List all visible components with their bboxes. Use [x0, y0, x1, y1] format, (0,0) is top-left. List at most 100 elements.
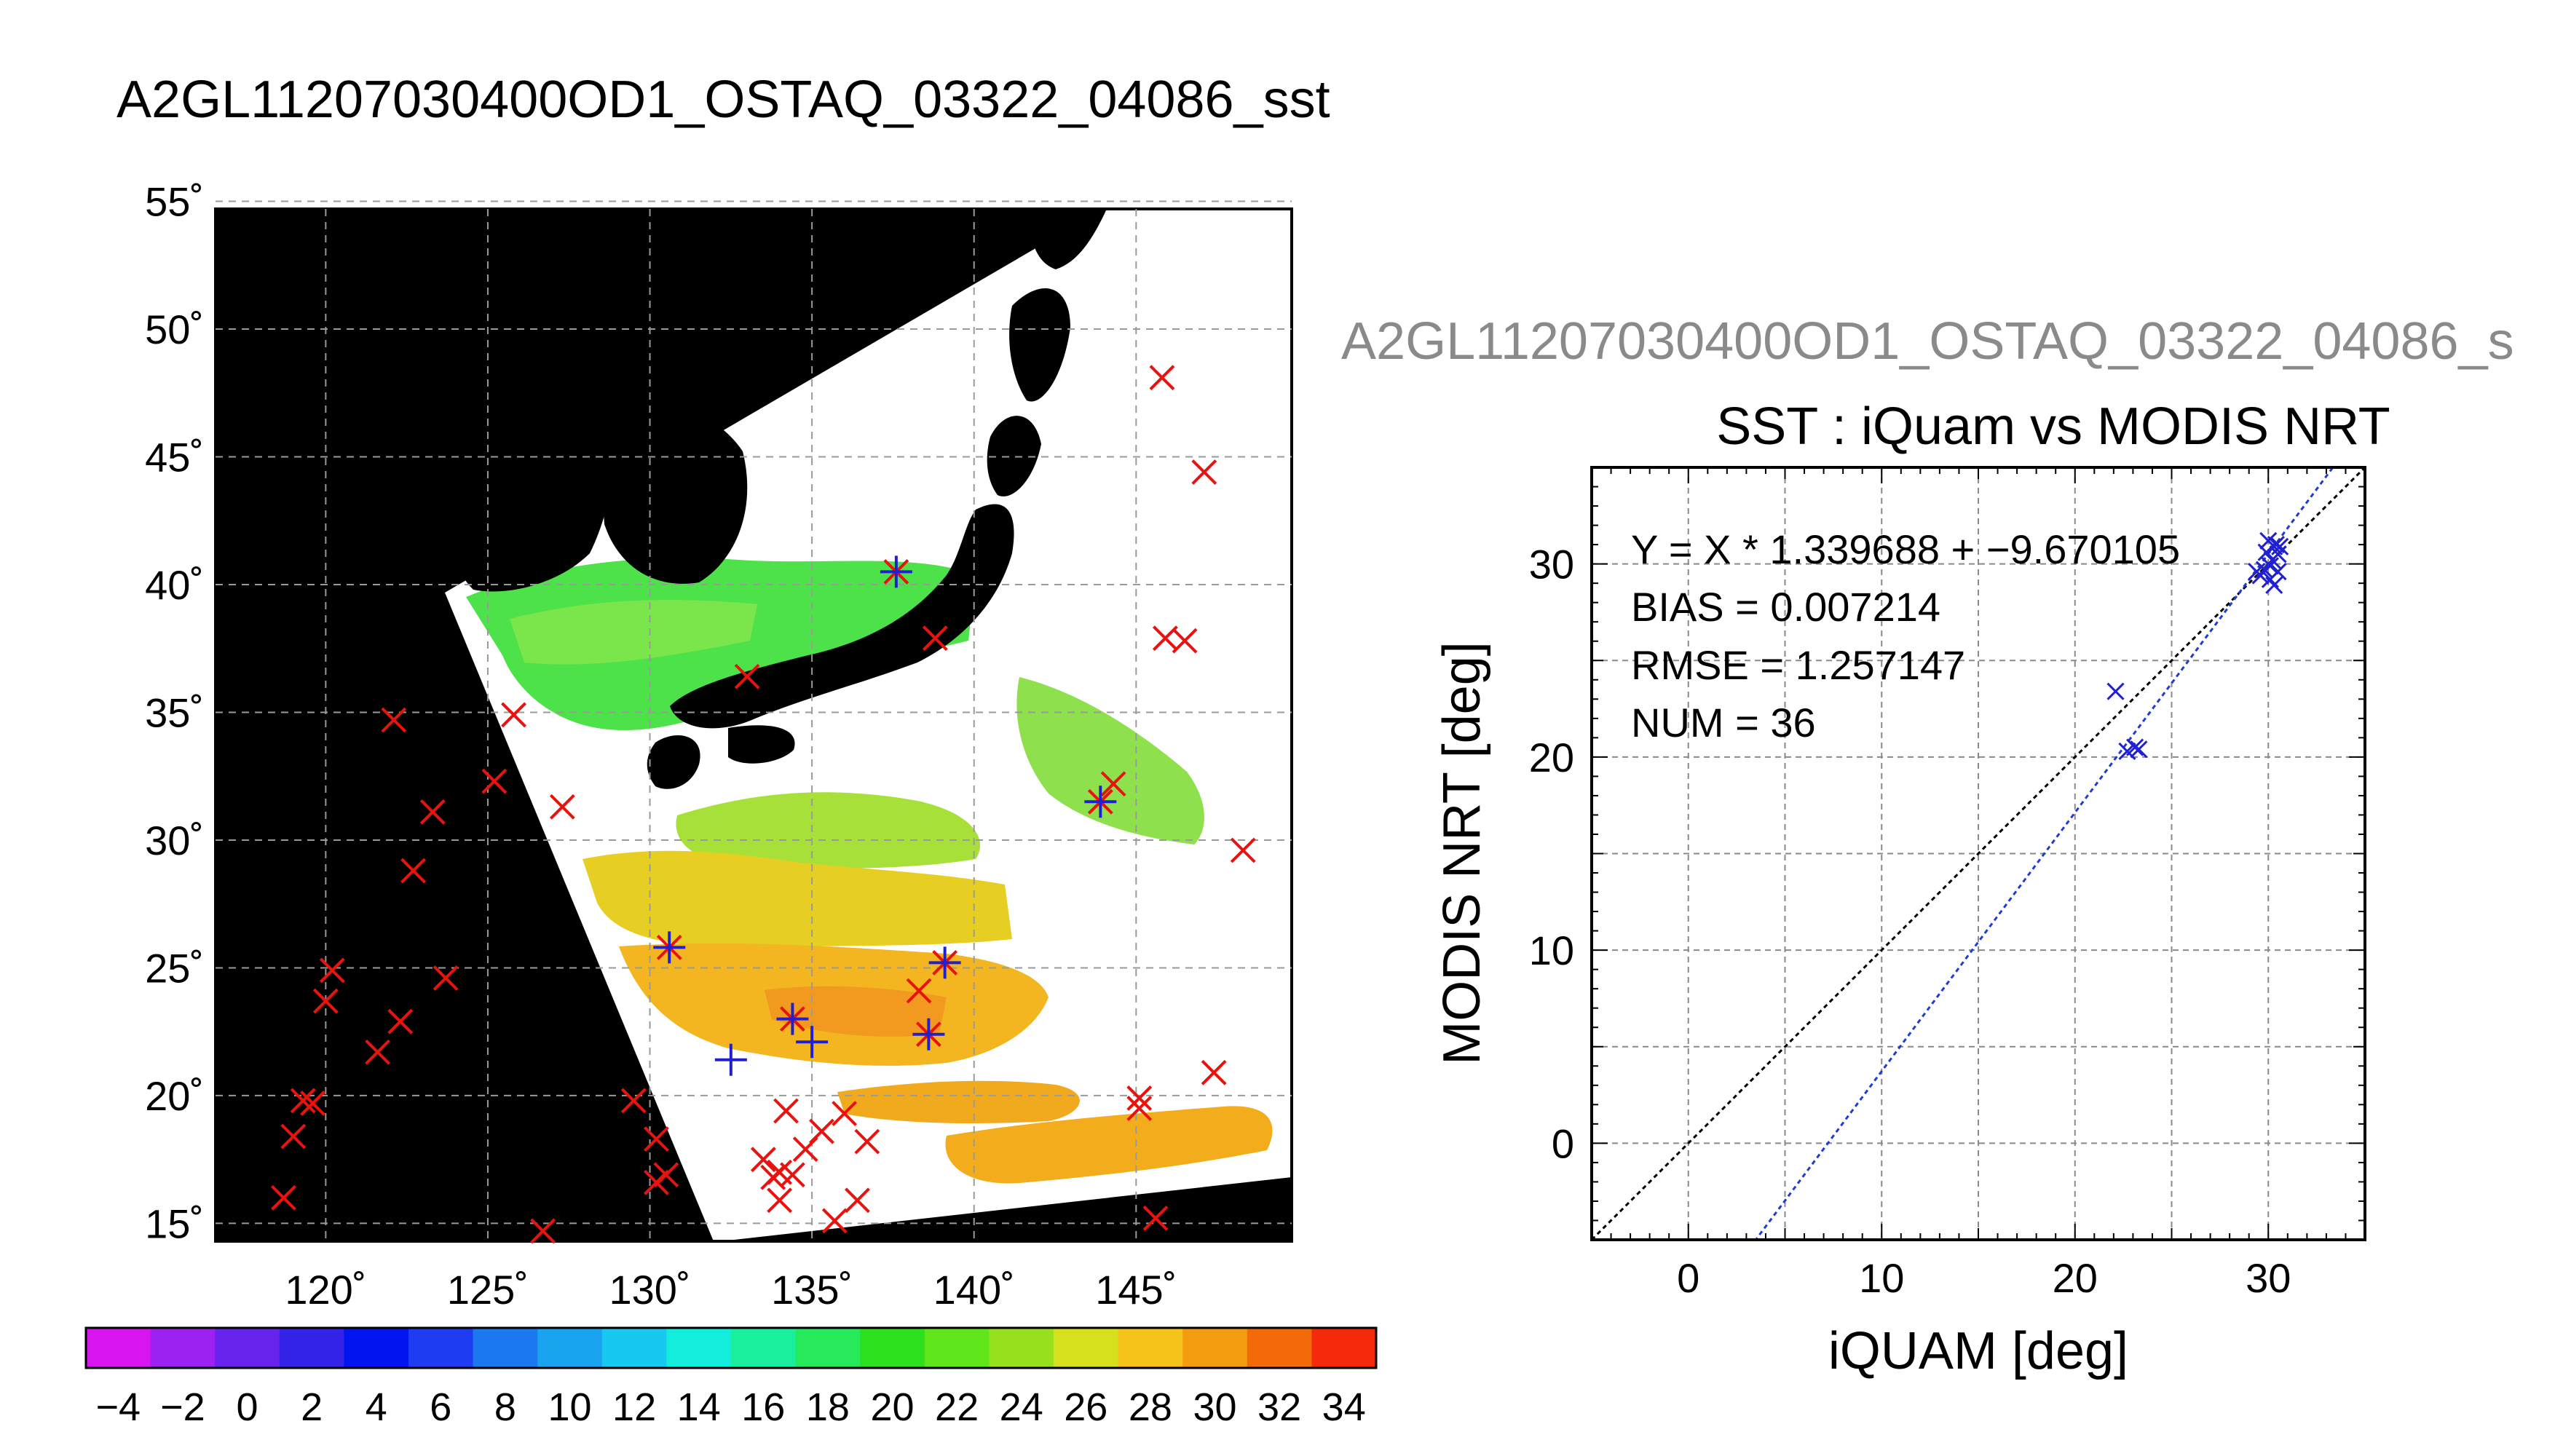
colorbar-label: 30 [1193, 1385, 1236, 1429]
red-marker [767, 1187, 793, 1214]
colorbar-label: 10 [548, 1385, 591, 1429]
colorbar-cell [989, 1328, 1054, 1368]
red-marker [530, 1218, 556, 1244]
lat-tick-label: 50˚ [145, 306, 204, 352]
colorbar-label: 12 [612, 1385, 656, 1429]
map-title: A2GL11207030400OD1_OSTAQ_03322_04086_sst [117, 71, 1330, 129]
lat-tick-label: 25˚ [145, 945, 204, 991]
colorbar-cell [279, 1328, 344, 1368]
red-marker [1191, 459, 1217, 485]
scatter-point [2271, 537, 2289, 555]
lon-tick-label: 135˚ [771, 1267, 853, 1313]
red-marker [780, 1162, 805, 1188]
y-axis-label: MODIS NRT [deg] [1433, 641, 1491, 1065]
colorbar-cell [1247, 1328, 1312, 1368]
red-marker [1100, 771, 1126, 797]
x-axis-label: iQUAM [deg] [1828, 1322, 2128, 1380]
colorbar-cell [215, 1328, 280, 1368]
scatter-point [2265, 576, 2283, 594]
red-marker [734, 663, 760, 689]
colorbar-label: 6 [430, 1385, 451, 1429]
red-marker [381, 707, 407, 733]
red-marker [1126, 1096, 1153, 1121]
red-marker [832, 1101, 858, 1126]
blue-marker [912, 1018, 945, 1051]
colorbar: −4 −2 0 2 4 6 8 10 12 14 16 18 20 22 24 26 28 30 32 34 [84, 1326, 1378, 1429]
red-marker [481, 768, 508, 794]
colorbar-label: 24 [1000, 1385, 1043, 1429]
num-stat: NUM = 36 [1631, 700, 1816, 745]
red-marker [501, 702, 526, 728]
scatter-file-title: A2GL11207030400OD1_OSTAQ_03322_04086_s [1341, 312, 2514, 371]
red-marker [312, 988, 339, 1014]
colorbar-label: 32 [1257, 1385, 1301, 1429]
colorbar-cell [1182, 1328, 1248, 1368]
colorbar-cell [537, 1328, 603, 1368]
red-marker [1201, 1059, 1227, 1085]
red-marker [419, 799, 446, 825]
lat-tick-label: 55˚ [145, 178, 204, 224]
colorbar-label: 20 [870, 1385, 914, 1429]
red-marker [300, 1091, 325, 1116]
lat-tick-label: 45˚ [145, 434, 204, 480]
colorbar-label: 26 [1064, 1385, 1107, 1429]
colorbar-label: 22 [935, 1385, 979, 1429]
map-frame [214, 207, 1293, 1243]
lat-tick-label: 15˚ [145, 1200, 204, 1246]
lon-tick-label: 145˚ [1095, 1267, 1177, 1313]
colorbar-cell [795, 1328, 861, 1368]
colorbar-label: 4 [366, 1385, 387, 1429]
lon-tick-label: 120˚ [285, 1267, 366, 1313]
lat-tick-label: 20˚ [145, 1073, 204, 1119]
colorbar-label: 14 [677, 1385, 721, 1429]
red-marker [1172, 628, 1198, 654]
colorbar-cell [666, 1328, 732, 1368]
red-marker [1142, 1205, 1169, 1231]
scatter-point [2106, 682, 2125, 700]
red-marker [1126, 1085, 1153, 1111]
land-mask [437, 209, 1107, 789]
colorbar-cell [1311, 1328, 1377, 1368]
map-tick-labels: 120˚ 125˚ 130˚ 135˚ 140˚ 145˚ 15˚ 20˚ 25˚ 30˚ 35˚ 4… [145, 178, 1177, 1313]
lon-tick-label: 125˚ [447, 1267, 529, 1313]
red-marker [319, 957, 345, 984]
colorbar-label: 0 [236, 1385, 258, 1429]
colorbar-cell [924, 1328, 990, 1368]
lat-tick-label: 30˚ [145, 818, 204, 863]
red-marker [854, 1128, 880, 1155]
red-marker [809, 1118, 834, 1144]
regression-line [1754, 467, 2334, 1240]
scatter-point [2130, 740, 2148, 759]
colorbar-cell [344, 1328, 409, 1368]
lat-tick-label: 40˚ [145, 562, 204, 608]
scatter-point [2269, 563, 2287, 581]
y-tick-label: 20 [1529, 735, 1574, 780]
red-marker [773, 1098, 799, 1124]
blue-marker [796, 1026, 829, 1059]
colorbar-cell [86, 1328, 151, 1368]
y-tick-label: 0 [1552, 1120, 1574, 1166]
red-marker [387, 1008, 414, 1034]
red-marker [644, 1126, 669, 1152]
colorbar-label: 16 [741, 1385, 785, 1429]
one-to-one-line [1592, 467, 2365, 1240]
blue-marker [928, 946, 961, 979]
x-tick-label: 20 [2053, 1255, 2098, 1301]
colorbar-cell [1118, 1328, 1183, 1368]
scatter-plot: 0 10 20 30 0 10 20 30 Y = X * 1.339688 + −9.670… [1433, 466, 2366, 1380]
scatter-points [2106, 531, 2289, 760]
red-marker [290, 1088, 316, 1114]
colorbar-label: 28 [1129, 1385, 1172, 1429]
colorbar-label: 18 [806, 1385, 850, 1429]
colorbar-label: 2 [301, 1385, 323, 1429]
colorbar-cell [150, 1328, 216, 1368]
red-marker [845, 1187, 870, 1214]
red-marker [1230, 837, 1256, 863]
red-marker [906, 978, 932, 1004]
colorbar-cell [473, 1328, 538, 1368]
red-marker [400, 858, 426, 884]
red-marker [620, 1088, 647, 1114]
